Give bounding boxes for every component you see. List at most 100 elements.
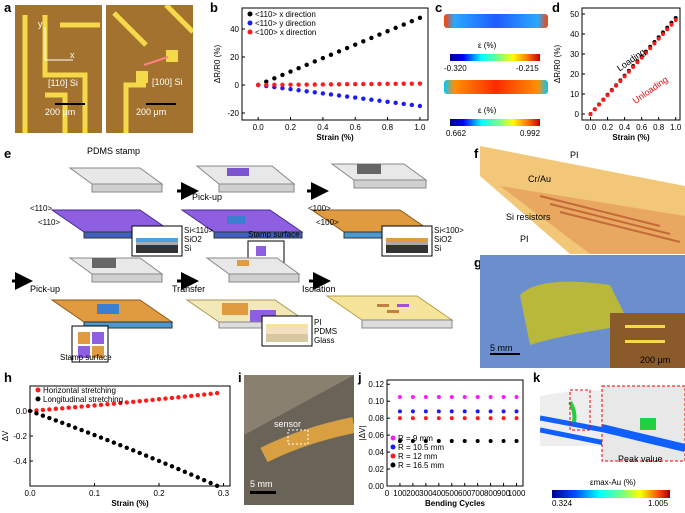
x-axis-label: Strain (%) bbox=[612, 133, 650, 142]
pi-top-label: PI bbox=[570, 150, 579, 160]
x-axis-label: Strain (%) bbox=[111, 499, 149, 508]
device-photo-i: sensor 5 mm bbox=[244, 375, 354, 505]
data-point bbox=[475, 439, 480, 444]
data-point bbox=[436, 416, 441, 421]
data-point bbox=[264, 82, 269, 88]
data-point bbox=[208, 480, 213, 486]
data-point bbox=[296, 82, 301, 87]
data-point bbox=[449, 416, 454, 421]
data-point bbox=[423, 394, 428, 399]
process-schematic-drawing bbox=[12, 163, 454, 363]
data-point bbox=[501, 394, 506, 399]
data-point bbox=[660, 32, 665, 37]
micrograph-100-drawing bbox=[106, 5, 193, 133]
x-tick-label: 0.3 bbox=[218, 489, 230, 498]
direction-label-2b: <100> bbox=[316, 218, 339, 227]
y-tick-label: 20 bbox=[570, 70, 579, 79]
data-point bbox=[410, 416, 415, 421]
data-point bbox=[401, 22, 406, 27]
data-point bbox=[514, 416, 519, 421]
data-point bbox=[288, 82, 293, 87]
pi-bottom-label: PI bbox=[520, 234, 529, 244]
colorbar2-max: 0.992 bbox=[520, 129, 541, 138]
data-point bbox=[588, 112, 593, 116]
data-point bbox=[592, 107, 597, 112]
data-point bbox=[131, 399, 136, 404]
data-point bbox=[312, 90, 317, 95]
scale-label-i: 5 mm bbox=[250, 479, 273, 489]
x-tick-label: 700 bbox=[471, 489, 485, 498]
x-tick-label: 1.0 bbox=[414, 123, 426, 132]
data-point bbox=[449, 439, 454, 444]
legend-marker bbox=[390, 435, 396, 441]
legend-label: Longitudinal stretching bbox=[43, 395, 123, 404]
data-point bbox=[639, 55, 644, 60]
data-point bbox=[336, 82, 342, 87]
x-tick-label: 300 bbox=[419, 489, 433, 498]
data-point bbox=[288, 87, 293, 92]
data-point bbox=[475, 409, 480, 414]
data-point bbox=[656, 36, 661, 41]
y-tick-label: 0.08 bbox=[368, 414, 384, 423]
y-tick-label: 0.02 bbox=[368, 465, 384, 474]
data-point bbox=[214, 390, 220, 396]
panel-letter-j: j bbox=[358, 370, 362, 385]
sio2-layer-label-b: SiO2 bbox=[434, 235, 452, 244]
data-point bbox=[462, 409, 467, 414]
legend-marker bbox=[247, 29, 253, 35]
data-point bbox=[488, 416, 493, 421]
data-point bbox=[410, 409, 415, 414]
data-point bbox=[312, 82, 317, 87]
data-point bbox=[272, 82, 277, 88]
data-point bbox=[436, 409, 441, 414]
legend-marker bbox=[390, 453, 396, 459]
x-tick-label: 800 bbox=[484, 489, 498, 498]
colorbar-title-k: εmax-Au (%) bbox=[590, 478, 636, 487]
data-point bbox=[66, 405, 71, 410]
x-tick-label: 0.8 bbox=[653, 123, 665, 132]
colorbar2-min: 0.662 bbox=[446, 129, 467, 138]
pi-layer-label: PI bbox=[314, 318, 322, 327]
data-point bbox=[626, 69, 631, 74]
data-point bbox=[514, 409, 519, 414]
x-tick-label: 0.4 bbox=[317, 123, 329, 132]
data-point bbox=[417, 103, 423, 109]
data-point bbox=[328, 92, 334, 97]
data-point bbox=[665, 27, 670, 32]
data-point bbox=[377, 98, 382, 103]
data-point bbox=[72, 425, 78, 430]
data-point bbox=[156, 458, 162, 464]
y-tick-label: 0.00 bbox=[368, 482, 384, 491]
x-tick-label: 0.6 bbox=[350, 123, 362, 132]
data-point bbox=[514, 439, 519, 444]
legend-marker bbox=[35, 387, 41, 393]
data-point bbox=[462, 439, 467, 444]
stamp-surface-label-1: Stamp surface bbox=[248, 230, 300, 239]
data-point bbox=[105, 402, 110, 407]
data-point bbox=[118, 400, 123, 406]
data-point bbox=[182, 394, 188, 399]
y-tick-label: 0.12 bbox=[368, 380, 384, 389]
y-tick-label: 30 bbox=[570, 50, 579, 59]
data-point bbox=[182, 469, 188, 475]
data-point bbox=[369, 81, 374, 87]
step4 bbox=[50, 257, 174, 329]
y-tick-label: 0 bbox=[235, 81, 240, 90]
step2 bbox=[180, 165, 304, 239]
legend-label: R = 12 mm bbox=[398, 452, 438, 461]
legend-marker bbox=[390, 444, 396, 450]
stamp-surface-label-2: Stamp surface bbox=[60, 353, 112, 362]
y-tick-label: 0.06 bbox=[368, 431, 384, 440]
data-point bbox=[105, 437, 110, 443]
plot-frame bbox=[581, 7, 681, 121]
data-point bbox=[501, 409, 506, 414]
strain-map-drawing bbox=[444, 14, 548, 126]
x-tick-label: 500 bbox=[445, 489, 459, 498]
data-point bbox=[609, 88, 614, 93]
y-tick-label: 50 bbox=[570, 10, 579, 19]
device-photo-g: 5 mm 200 μm bbox=[480, 255, 685, 368]
pdms-stamp-label: PDMS stamp bbox=[87, 146, 141, 156]
direction-label-2a: <100> bbox=[308, 204, 331, 213]
data-point bbox=[288, 69, 293, 74]
